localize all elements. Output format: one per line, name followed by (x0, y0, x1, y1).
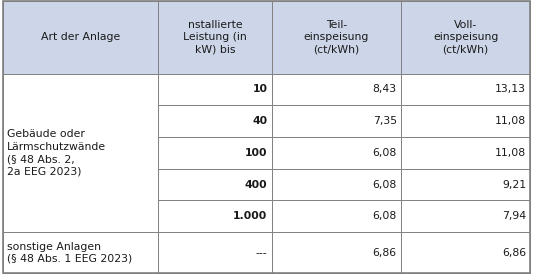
Text: nstallierte
Leistung (in
kW) bis: nstallierte Leistung (in kW) bis (183, 20, 247, 55)
Bar (3, 74, 158, 232)
Text: 40: 40 (253, 116, 268, 126)
Text: 6,08: 6,08 (373, 148, 397, 158)
Bar (158, 105, 272, 137)
Text: sonstige Anlagen
(§ 48 Abs. 1 EEG 2023): sonstige Anlagen (§ 48 Abs. 1 EEG 2023) (7, 242, 132, 264)
Text: 6,86: 6,86 (373, 248, 397, 258)
Text: 100: 100 (245, 148, 268, 158)
Bar (272, 105, 401, 137)
Bar (401, 1, 530, 74)
Text: Voll-
einspeisung
(ct/kWh): Voll- einspeisung (ct/kWh) (433, 20, 498, 55)
Text: 400: 400 (245, 179, 268, 190)
Bar (3, 232, 158, 273)
Text: 11,08: 11,08 (495, 148, 526, 158)
Text: Art der Anlage: Art der Anlage (41, 32, 120, 42)
Bar (158, 169, 272, 200)
Text: 6,86: 6,86 (502, 248, 526, 258)
Text: Gebäude oder
Lärmschutzwände
(§ 48 Abs. 2,
2a EEG 2023): Gebäude oder Lärmschutzwände (§ 48 Abs. … (7, 129, 106, 176)
Bar (158, 137, 272, 169)
Text: ---: --- (256, 248, 268, 258)
Bar (158, 1, 272, 74)
Bar (401, 200, 530, 232)
Bar (401, 74, 530, 105)
Text: 7,35: 7,35 (373, 116, 397, 126)
Text: Teil-
einspeisung
(ct/kWh): Teil- einspeisung (ct/kWh) (304, 20, 369, 55)
Bar (3, 1, 158, 74)
Text: 6,08: 6,08 (373, 179, 397, 190)
Bar (158, 232, 272, 273)
Bar (401, 137, 530, 169)
Text: 10: 10 (253, 84, 268, 95)
Bar (272, 200, 401, 232)
Bar (158, 200, 272, 232)
Text: 9,21: 9,21 (502, 179, 526, 190)
Text: 11,08: 11,08 (495, 116, 526, 126)
Text: 7,94: 7,94 (502, 211, 526, 221)
Bar (272, 137, 401, 169)
Bar (401, 169, 530, 200)
Text: 13,13: 13,13 (495, 84, 526, 95)
Bar (272, 74, 401, 105)
Bar (401, 232, 530, 273)
Text: 1.000: 1.000 (233, 211, 268, 221)
Bar (272, 1, 401, 74)
Bar (401, 105, 530, 137)
Text: 6,08: 6,08 (373, 211, 397, 221)
Bar (272, 169, 401, 200)
Bar (158, 74, 272, 105)
Bar (272, 232, 401, 273)
Text: 8,43: 8,43 (373, 84, 397, 95)
